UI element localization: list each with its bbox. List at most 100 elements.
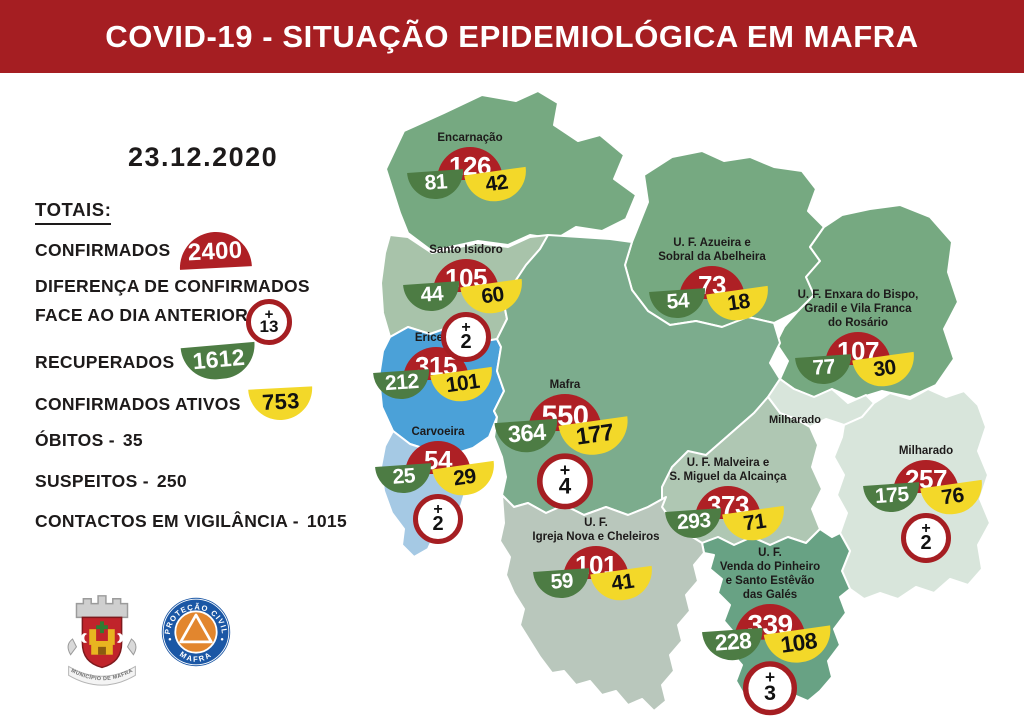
- region-name-line: Carvoeira: [411, 426, 465, 438]
- region-name-line: U. F. Malveira e: [686, 457, 770, 469]
- header-bar: COVID-19 - SITUAÇÃO EPIDEMIOLÓGICA EM MA…: [0, 0, 1024, 73]
- obitos-value: 35: [122, 430, 143, 450]
- totals-heading: TOTAIS:: [35, 199, 112, 225]
- confirmados-row: CONFIRMADOS 2400: [35, 230, 252, 270]
- active-value: 101: [444, 369, 481, 398]
- suspeitos-value: 250: [156, 471, 187, 491]
- delta-badge: + 2: [441, 312, 491, 362]
- region-badge-mafra: Mafra 550 364 177 + 4: [475, 378, 655, 510]
- municipio-mafra-logo: MUNICÍPIO DE MAFRA: [67, 595, 137, 686]
- region-name-label: Ericeira: [346, 331, 526, 345]
- recuperados-row: RECUPERADOS 1612: [35, 341, 258, 383]
- recovered-badge: 44: [403, 281, 461, 313]
- suspeitos-row: SUSPEITOS - 250: [35, 471, 187, 492]
- region-name-line: Ericeira: [414, 332, 458, 344]
- recovered-total-badge: 1612: [181, 341, 258, 383]
- badge-cluster: 105 44 60: [396, 259, 536, 318]
- region-name-line: Igreja Nova e Cheleiros: [532, 531, 660, 543]
- plus-sign: +: [461, 318, 471, 336]
- active-value: 18: [725, 289, 752, 316]
- confirmados-label: CONFIRMADOS: [35, 239, 171, 260]
- recovered-value: 77: [811, 355, 836, 380]
- recovered-badge: 81: [407, 169, 465, 201]
- region-name-label: Milharado: [836, 444, 1016, 458]
- region-name-line: Gradil e Vila Franca: [804, 303, 912, 315]
- active-value: 60: [479, 282, 506, 309]
- report-date: 23.12.2020: [128, 142, 279, 172]
- recovered-badge: 25: [375, 463, 433, 495]
- region-name-label: Encarnação: [380, 131, 560, 145]
- delta-value: 4: [558, 474, 572, 499]
- region-name-label: U. F. Igreja Nova e Cheleiros: [506, 516, 686, 544]
- recovered-value: 59: [549, 569, 574, 594]
- region-badge-carvoeira: Carvoeira 54 25 29 + 2: [348, 425, 528, 544]
- plus-sign: +: [264, 305, 274, 323]
- region-badge-malveira-alcainca: U. F. Malveira e S. Miguel da Alcainça 37…: [638, 456, 818, 545]
- region-badge-milharado: Milharado 257 175 76 + 2: [836, 444, 1016, 563]
- delta-value: 3: [763, 681, 777, 705]
- recovered-value: 293: [676, 508, 712, 535]
- recovered-value: 81: [423, 170, 448, 195]
- recovered-badge: 54: [649, 288, 707, 320]
- region-name-label: Santo Isidoro: [376, 243, 556, 257]
- ribbon: [68, 665, 136, 686]
- recovered-badge: 175: [863, 482, 921, 514]
- delta-badge: + 2: [413, 494, 463, 544]
- plus-sign: +: [433, 500, 443, 518]
- region-name-line: Encarnação: [437, 132, 503, 144]
- region-name-label: U. F. Azueira e Sobral da Abelheira: [622, 236, 802, 264]
- region-badge-azueira-sobral: U. F. Azueira e Sobral da Abelheira 73 54…: [622, 236, 802, 325]
- region-name-line: do Rosário: [827, 317, 889, 329]
- region-name-line: e Santo Estêvão: [725, 575, 815, 587]
- daily-delta-badge: + 13: [246, 299, 292, 345]
- obitos-label: ÓBITOS -: [35, 430, 115, 450]
- contactos-value: 1015: [306, 511, 347, 531]
- protecao-civil-logo: PROTEÇÃO CIVIL MAFRA: [161, 597, 231, 667]
- region-name-line: U. F.: [584, 517, 608, 529]
- region-name-label: U. F. Enxara do Bispo, Gradil e Vila Fran…: [768, 288, 948, 330]
- region-name-line: das Galés: [742, 589, 798, 601]
- diferenca-label-line2: FACE AO DIA ANTERIOR: [35, 305, 249, 325]
- active-total-badge: 753: [247, 386, 314, 422]
- region-name-label: Carvoeira: [348, 425, 528, 439]
- delta-badge: + 3: [743, 661, 797, 716]
- region-badge-igreja-nova-cheleiros: U. F.Igreja Nova e Cheleiros 101 59 41 +: [506, 516, 686, 605]
- ativos-label: CONFIRMADOS ATIVOS: [35, 393, 241, 414]
- plus-sign: +: [559, 460, 571, 480]
- badge-cluster: 550 364 177: [487, 394, 644, 460]
- recovered-badge: 59: [533, 568, 591, 600]
- region-name-line: U. F. Azueira e: [673, 237, 751, 249]
- active-value: 41: [609, 569, 636, 596]
- active-value: 76: [939, 483, 966, 510]
- ativos-row: CONFIRMADOS ATIVOS 753: [35, 386, 314, 422]
- badge-cluster: 373 293 71: [658, 486, 798, 545]
- region-name-label: U. F. Venda do Pinheiro e Santo Estêvão das…: [680, 546, 860, 602]
- region-name-line: U. F. Enxara do Bispo,: [797, 289, 919, 301]
- daily-delta-value: 13: [259, 316, 279, 336]
- region-name-line: U. F.: [758, 547, 782, 559]
- delta-badge: + 2: [901, 513, 951, 563]
- diferenca-label-line1: DIFERENÇA DE CONFIRMADOS: [35, 276, 310, 296]
- recovered-badge: 212: [373, 369, 431, 401]
- recovered-value: 175: [874, 482, 910, 509]
- active-value: 29: [451, 464, 478, 491]
- contactos-row: CONTACTOS EM VIGILÂNCIA - 1015: [35, 511, 347, 532]
- milharado-map-label: Milharado: [769, 414, 821, 426]
- region-name-line: Mafra: [549, 379, 581, 391]
- delta-value: 2: [920, 531, 932, 554]
- delta-value: 2: [432, 512, 444, 535]
- page-title: COVID-19 - SITUAÇÃO EPIDEMIOLÓGICA EM MA…: [105, 18, 919, 54]
- badge-cluster: 54 25 29: [368, 441, 508, 500]
- green-cross: [96, 621, 108, 634]
- plus-sign: +: [921, 519, 931, 537]
- region-name-label: Mafra: [475, 378, 655, 392]
- delta-value: 2: [460, 330, 472, 353]
- region-name-line: Santo Isidoro: [429, 244, 503, 256]
- region-name-line: Sobral da Abelheira: [658, 251, 766, 263]
- recovered-badge: 228: [702, 627, 765, 663]
- recuperados-label: RECUPERADOS: [35, 351, 175, 372]
- region-name-line: S. Miguel da Alcainça: [669, 471, 787, 483]
- badge-cluster: 73 54 18: [642, 266, 782, 325]
- suspeitos-label: SUSPEITOS -: [35, 471, 149, 491]
